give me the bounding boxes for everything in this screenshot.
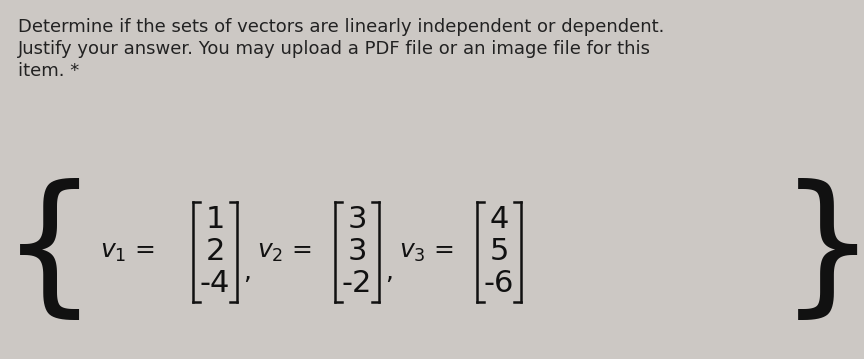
Text: $v_2$ =: $v_2$ = bbox=[257, 240, 312, 264]
Text: }: } bbox=[779, 177, 864, 326]
Text: -6: -6 bbox=[484, 270, 514, 298]
Text: $v_1$ =: $v_1$ = bbox=[100, 240, 155, 264]
Text: Determine if the sets of vectors are linearly independent or dependent.: Determine if the sets of vectors are lin… bbox=[18, 18, 664, 36]
Text: 1: 1 bbox=[206, 205, 225, 234]
Text: Justify your answer. You may upload a PDF file or an image file for this: Justify your answer. You may upload a PD… bbox=[18, 40, 651, 58]
Text: ,: , bbox=[243, 260, 251, 284]
Text: {: { bbox=[2, 177, 98, 326]
Text: $v_3$ =: $v_3$ = bbox=[399, 240, 454, 264]
Text: 4: 4 bbox=[489, 205, 509, 234]
Text: 3: 3 bbox=[347, 238, 366, 266]
Text: -2: -2 bbox=[342, 270, 372, 298]
Text: 2: 2 bbox=[206, 238, 225, 266]
Text: 5: 5 bbox=[489, 238, 509, 266]
Text: ,: , bbox=[385, 260, 393, 284]
Text: -4: -4 bbox=[200, 270, 230, 298]
Text: item. *: item. * bbox=[18, 62, 79, 80]
Text: 3: 3 bbox=[347, 205, 366, 234]
